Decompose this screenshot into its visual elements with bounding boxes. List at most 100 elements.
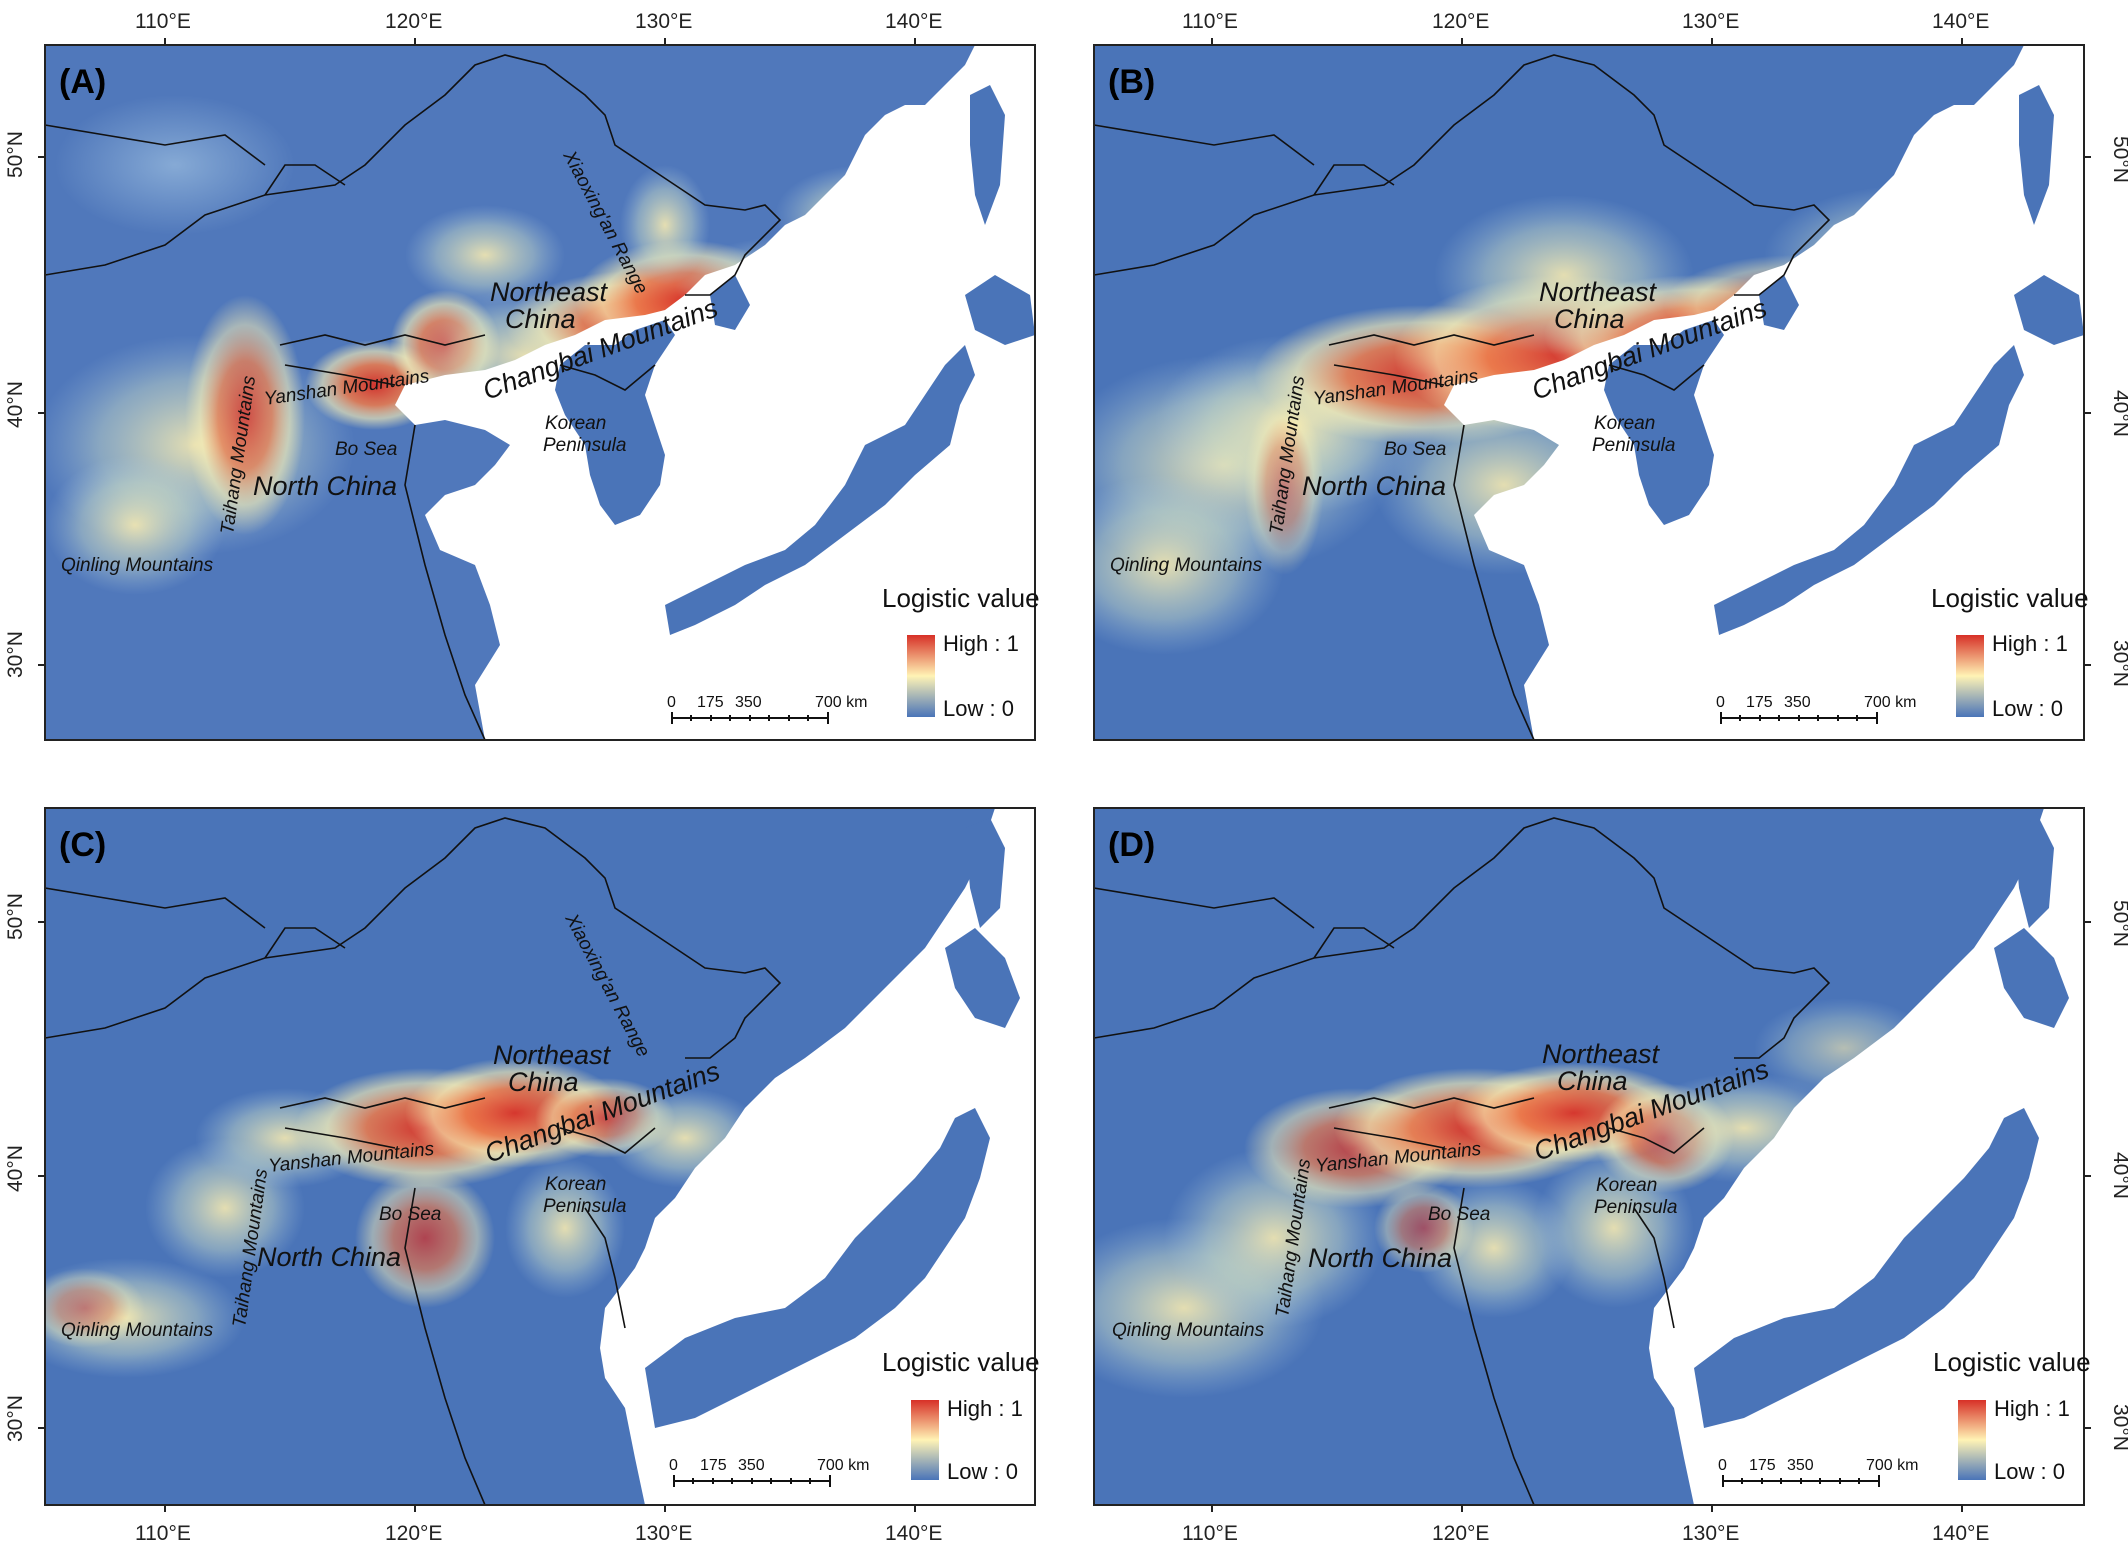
scale-bar: 0 175 350 700 km bbox=[1718, 1457, 1918, 1487]
legend-low: Low : 0 bbox=[947, 1459, 1018, 1484]
tick-140e: 140°E bbox=[1932, 1522, 1989, 1545]
legend: Logistic value High : 1 Low : 0 bbox=[882, 583, 1040, 721]
tick-120e: 120°E bbox=[385, 10, 442, 33]
borders bbox=[45, 54, 782, 740]
panel-c: (C) Northeast China Changbai Mountains Y… bbox=[44, 807, 1040, 1506]
tick-50n: 50°N bbox=[2109, 900, 2128, 947]
tick-130e: 130°E bbox=[1682, 1522, 1739, 1545]
right-axis-d: 50°N 40°N 30°N bbox=[2084, 900, 2128, 1451]
tick-30n: 30°N bbox=[2109, 640, 2128, 687]
scale-700: 700 km bbox=[1864, 694, 1916, 711]
korean-peninsula bbox=[1604, 320, 1724, 525]
scale-0: 0 bbox=[667, 694, 676, 711]
label-bo-sea: Bo Sea bbox=[1384, 439, 1446, 460]
label-north-china: North China bbox=[1302, 471, 1446, 501]
legend-high: High : 1 bbox=[943, 631, 1019, 656]
label-china: China bbox=[1557, 1066, 1628, 1096]
japan-islands bbox=[1694, 818, 2069, 1428]
tick-110e: 110°E bbox=[1182, 1522, 1238, 1545]
left-axis-a: 50°N 40°N 30°N bbox=[4, 131, 45, 678]
label-korean: Korean bbox=[1594, 413, 1655, 434]
tick-130e: 130°E bbox=[635, 10, 692, 33]
japan-islands bbox=[665, 85, 1035, 635]
label-bo-sea: Bo Sea bbox=[379, 1204, 441, 1225]
bottom-axis-d: 110°E 120°E 130°E 140°E bbox=[1182, 1505, 1989, 1545]
tick-110e: 110°E bbox=[1182, 10, 1238, 33]
panel-a: (A) Northeast China Changbai Mountains Y… bbox=[44, 44, 1040, 741]
label-qinling: Qinling Mountains bbox=[1110, 555, 1263, 576]
map-frame bbox=[1093, 807, 2085, 1506]
sea-areas bbox=[1444, 45, 2084, 740]
label-china: China bbox=[505, 304, 576, 334]
scale-350: 350 bbox=[1787, 1457, 1814, 1474]
tick-30n: 30°N bbox=[2109, 1404, 2128, 1451]
legend: Logistic value High : 1 Low : 0 bbox=[1931, 583, 2089, 721]
japan-islands bbox=[645, 818, 1020, 1428]
tick-140e: 140°E bbox=[885, 10, 942, 33]
panel-d: (D) Northeast China Changbai Mountains Y… bbox=[1093, 807, 2091, 1506]
label-qinling: Qinling Mountains bbox=[61, 555, 214, 576]
label-northeast: Northeast bbox=[493, 1040, 612, 1070]
tick-130e: 130°E bbox=[1682, 10, 1739, 33]
scale-175: 175 bbox=[697, 694, 724, 711]
legend-high: High : 1 bbox=[1992, 631, 2068, 656]
legend-colorbar bbox=[1958, 1400, 1986, 1480]
scale-bar: 0 175 350 700 km bbox=[667, 694, 867, 724]
legend: Logistic value High : 1 Low : 0 bbox=[882, 1347, 1040, 1484]
scale-350: 350 bbox=[738, 1457, 765, 1474]
suitability-surface bbox=[1094, 998, 1934, 1398]
panel-letter: (C) bbox=[59, 826, 106, 864]
scale-350: 350 bbox=[735, 694, 762, 711]
label-bo-sea: Bo Sea bbox=[1428, 1204, 1490, 1225]
tick-50n: 50°N bbox=[4, 131, 27, 178]
label-qinling: Qinling Mountains bbox=[1112, 1320, 1265, 1341]
label-peninsula: Peninsula bbox=[543, 435, 626, 456]
tick-40n: 40°N bbox=[2109, 1152, 2128, 1199]
scale-175: 175 bbox=[700, 1457, 727, 1474]
legend-low: Low : 0 bbox=[1994, 1459, 2065, 1484]
tick-30n: 30°N bbox=[4, 631, 27, 678]
legend-high: High : 1 bbox=[1994, 1396, 2070, 1421]
borders bbox=[1094, 54, 1831, 740]
tick-110e: 110°E bbox=[135, 10, 191, 33]
scale-700: 700 km bbox=[815, 694, 867, 711]
label-north-china: North China bbox=[253, 471, 397, 501]
tick-140e: 140°E bbox=[885, 1522, 942, 1545]
tick-40n: 40°N bbox=[2109, 390, 2128, 437]
tick-40n: 40°N bbox=[4, 381, 27, 428]
panel-letter: (A) bbox=[59, 63, 106, 101]
sea-areas bbox=[395, 45, 1035, 740]
tick-120e: 120°E bbox=[1432, 10, 1489, 33]
legend-title: Logistic value bbox=[1933, 1347, 2091, 1377]
map-frame bbox=[44, 44, 1036, 741]
legend-title: Logistic value bbox=[1931, 583, 2089, 613]
scale-bar: 0 175 350 700 km bbox=[669, 1457, 869, 1487]
label-china: China bbox=[1554, 304, 1625, 334]
suitability-surface bbox=[45, 1058, 765, 1378]
borders bbox=[45, 817, 782, 1505]
panel-letter: (B) bbox=[1108, 63, 1155, 101]
korean-peninsula bbox=[555, 320, 675, 525]
tick-140e: 140°E bbox=[1932, 10, 1989, 33]
legend-colorbar bbox=[907, 635, 935, 717]
label-peninsula: Peninsula bbox=[1594, 1197, 1677, 1218]
label-peninsula: Peninsula bbox=[543, 1196, 626, 1217]
label-northeast: Northeast bbox=[1542, 1039, 1661, 1069]
scale-700: 700 km bbox=[817, 1457, 869, 1474]
japan-islands bbox=[1714, 85, 2084, 635]
legend-colorbar bbox=[1956, 635, 1984, 717]
bottom-axis-c: 110°E 120°E 130°E 140°E bbox=[135, 1505, 942, 1545]
tick-130e: 130°E bbox=[635, 1522, 692, 1545]
tick-40n: 40°N bbox=[4, 1145, 27, 1192]
label-bo-sea: Bo Sea bbox=[335, 439, 397, 460]
top-axis-a: 110°E 120°E 130°E 140°E bbox=[135, 10, 942, 45]
label-korean: Korean bbox=[545, 1174, 606, 1195]
tick-120e: 120°E bbox=[385, 1522, 442, 1545]
scale-0: 0 bbox=[1716, 694, 1725, 711]
tick-120e: 120°E bbox=[1432, 1522, 1489, 1545]
label-north-china: North China bbox=[1308, 1243, 1452, 1273]
map-frame bbox=[44, 807, 1036, 1506]
label-north-china: North China bbox=[257, 1242, 401, 1272]
